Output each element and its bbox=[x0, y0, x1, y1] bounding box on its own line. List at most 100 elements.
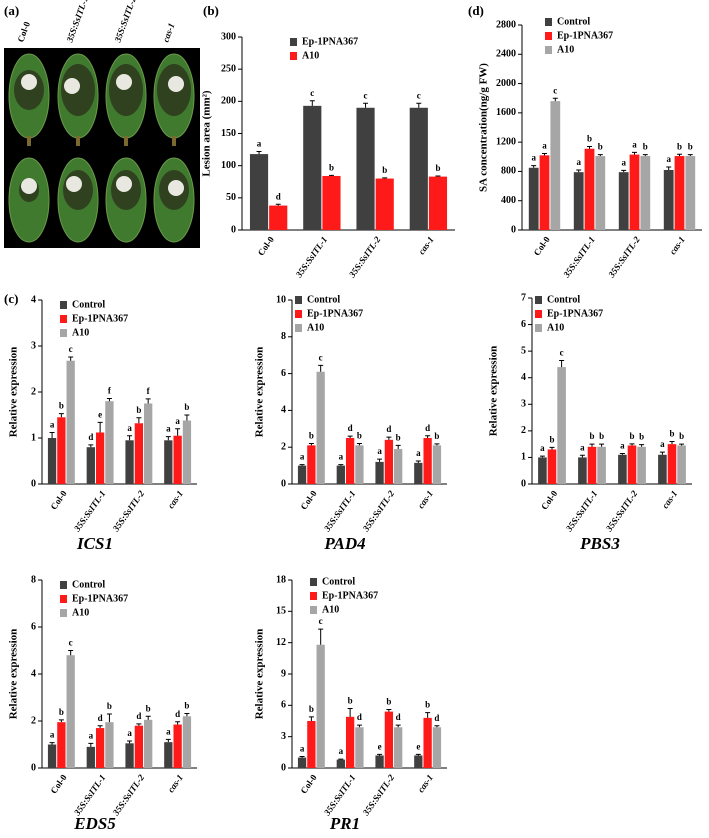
y-tick-label: 8 bbox=[281, 331, 286, 342]
x-tick-label: Col-0 bbox=[532, 234, 553, 257]
y-tick-label: 6 bbox=[31, 621, 36, 632]
significance-label: a bbox=[621, 157, 626, 167]
significance-label: b bbox=[589, 431, 594, 441]
significance-label: d bbox=[386, 424, 391, 434]
x-tick-label: 35S:SsITL-1 bbox=[563, 489, 599, 534]
significance-label: c bbox=[417, 90, 421, 100]
legend-swatch bbox=[295, 296, 302, 304]
bar bbox=[557, 367, 566, 484]
y-axis-label: Relative expression bbox=[8, 347, 20, 438]
bar bbox=[269, 205, 288, 230]
bar bbox=[618, 454, 627, 484]
x-tick-label: 35S:SsITL-1 bbox=[561, 235, 597, 280]
legend-label: Ep-1PNA367 bbox=[557, 30, 613, 41]
bar bbox=[674, 156, 685, 230]
bar bbox=[528, 167, 539, 230]
x-tick-label: cas-1 bbox=[416, 235, 435, 257]
error-bar bbox=[531, 165, 537, 168]
error-bar bbox=[136, 723, 142, 726]
x-tick-label: Col-0 bbox=[539, 488, 560, 511]
legend-swatch bbox=[290, 38, 297, 46]
bar bbox=[423, 717, 432, 768]
y-tick-label: 0 bbox=[31, 762, 36, 773]
legend-label: A10 bbox=[72, 327, 89, 338]
bar bbox=[384, 439, 394, 484]
legend-swatch bbox=[295, 324, 302, 332]
bar bbox=[57, 722, 66, 768]
error-bar bbox=[106, 397, 112, 402]
error-bar bbox=[328, 174, 334, 176]
bar bbox=[125, 743, 134, 768]
x-tick-label: 35S:SsITL-2 bbox=[606, 234, 642, 280]
error-bar bbox=[58, 413, 64, 418]
error-bar bbox=[669, 440, 675, 445]
bar bbox=[105, 401, 114, 484]
significance-label: b bbox=[396, 432, 401, 442]
error-bar bbox=[68, 650, 74, 656]
error-bar bbox=[165, 738, 171, 743]
bar bbox=[428, 176, 448, 230]
significance-label: c bbox=[69, 344, 73, 354]
panel-label: (a) bbox=[4, 3, 19, 18]
significance-label: a bbox=[576, 157, 581, 167]
y-tick-label: 7 bbox=[521, 292, 526, 303]
error-bar bbox=[49, 431, 55, 438]
error-bar bbox=[308, 716, 314, 721]
significance-label: a bbox=[127, 423, 132, 433]
y-tick-label: 1 bbox=[31, 432, 36, 443]
significance-label: b bbox=[184, 701, 189, 711]
y-tick-label: 4 bbox=[31, 294, 36, 305]
error-bar bbox=[318, 628, 324, 645]
y-tick-label: 400 bbox=[501, 195, 516, 206]
bar bbox=[297, 465, 307, 484]
y-tick-label: 150 bbox=[221, 128, 236, 139]
significance-label: b bbox=[59, 401, 64, 411]
y-tick-label: 5 bbox=[521, 345, 526, 356]
error-bar bbox=[175, 721, 181, 725]
error-bar bbox=[542, 152, 547, 156]
legend-swatch bbox=[545, 32, 552, 40]
bar bbox=[47, 744, 57, 768]
x-tick-label: 35S:SsITL-2 bbox=[360, 488, 396, 534]
error-bar bbox=[165, 436, 171, 441]
panel-label: (b) bbox=[203, 3, 219, 18]
error-bar bbox=[88, 742, 94, 747]
bar bbox=[355, 727, 364, 768]
legend-label: Ep-1PNA367 bbox=[307, 308, 363, 319]
significance-label: a bbox=[542, 141, 547, 151]
legend-swatch bbox=[290, 52, 297, 60]
error-bar bbox=[256, 151, 262, 155]
error-bar bbox=[88, 444, 94, 448]
bar bbox=[297, 757, 307, 768]
error-bar bbox=[576, 169, 582, 173]
significance-label: b bbox=[599, 431, 604, 441]
significance-label: a bbox=[127, 728, 132, 738]
significance-label: a bbox=[580, 442, 585, 452]
chart-title: PAD4 bbox=[323, 534, 365, 553]
x-tick-label: 35S:SsITL-1 bbox=[321, 773, 357, 818]
error-bar bbox=[299, 756, 305, 758]
y-tick-label: 2 bbox=[521, 425, 526, 436]
significance-label: a bbox=[339, 746, 344, 756]
error-bar bbox=[49, 742, 55, 745]
significance-label: b bbox=[386, 697, 391, 707]
y-tick-label: 200 bbox=[221, 96, 236, 107]
y-tick-label: 0 bbox=[521, 478, 526, 489]
significance-label: b bbox=[688, 142, 693, 152]
significance-label: b bbox=[587, 134, 592, 144]
bar bbox=[375, 178, 394, 230]
bar bbox=[394, 727, 403, 768]
legend-label: A10 bbox=[302, 50, 319, 61]
y-axis-label: Relative expression bbox=[254, 347, 266, 438]
error-bar bbox=[679, 443, 685, 446]
bar bbox=[345, 438, 355, 484]
bar bbox=[125, 440, 134, 484]
significance-label: b bbox=[329, 162, 334, 172]
x-tick-label: Col-0 bbox=[298, 488, 319, 511]
bar bbox=[307, 445, 316, 484]
y-tick-label: 18 bbox=[276, 574, 286, 585]
error-bar bbox=[363, 102, 369, 108]
y-tick-label: 800 bbox=[501, 166, 516, 177]
column-label: cas-1 bbox=[160, 22, 176, 44]
error-bar bbox=[642, 154, 648, 157]
